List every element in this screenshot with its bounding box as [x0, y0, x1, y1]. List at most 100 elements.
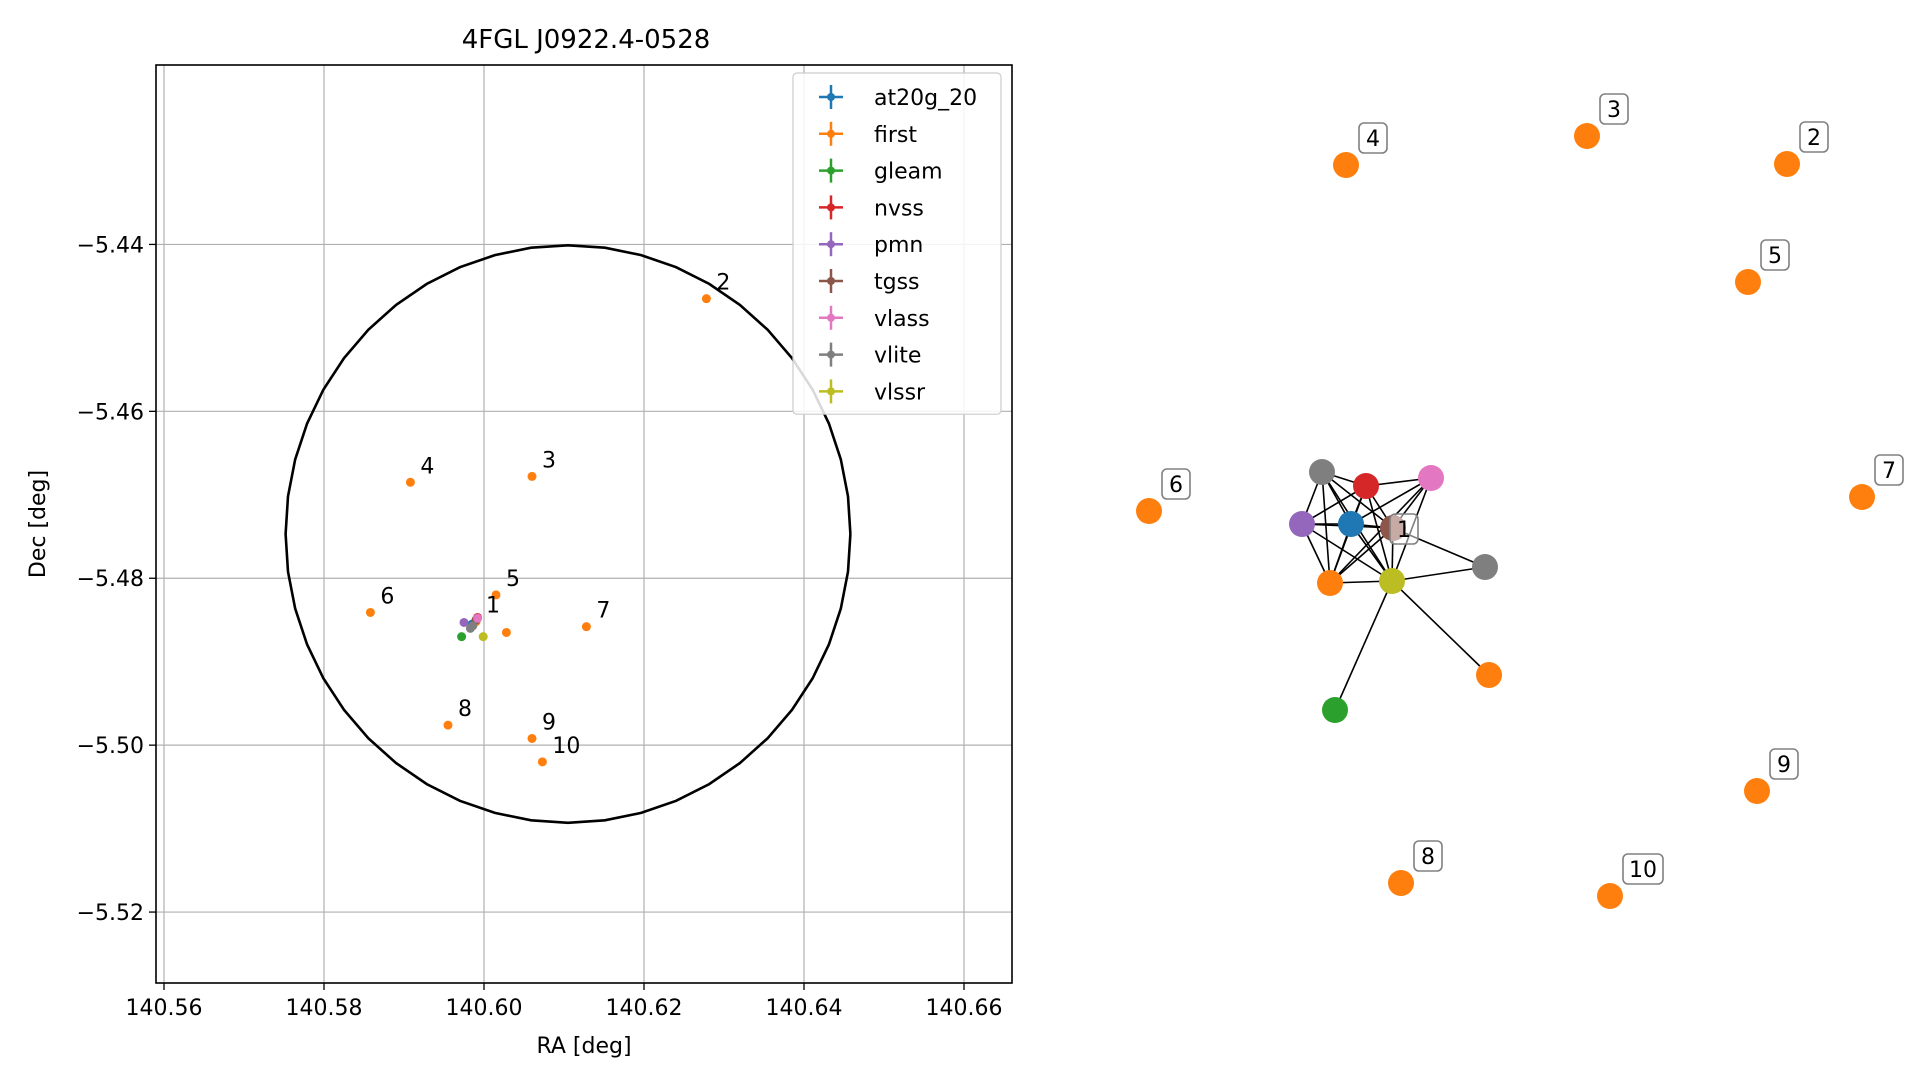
- point-annotation: 9: [542, 710, 556, 735]
- x-tick-label: 140.62: [606, 996, 683, 1021]
- network-node: [1744, 778, 1770, 804]
- network-edge: [1391, 566, 1486, 582]
- legend-box: [792, 72, 1002, 415]
- axes-frame: [155, 64, 1013, 984]
- network-panel: 2 3 4 5 6 7 8 9 10 1: [1136, 93, 1904, 909]
- point-gleam: [457, 632, 467, 642]
- point-first: [527, 471, 537, 481]
- legend-label-tgss: tgss: [874, 270, 920, 295]
- plot-area: 1 2 3 4 5 6 7 8 910: [284, 243, 852, 825]
- legend-marker-vlite: [827, 350, 835, 359]
- point-annotation: 10: [552, 734, 580, 759]
- network-node: [1418, 465, 1444, 491]
- point-annotation: 2: [716, 271, 730, 296]
- cluster-label: 1: [1397, 518, 1411, 543]
- y-tick-label: −5.48: [77, 567, 144, 592]
- point-annotation: 1: [486, 594, 500, 619]
- point-first: [501, 627, 511, 637]
- point-first: [537, 757, 547, 767]
- node-label-box: [1358, 122, 1388, 154]
- network-edge: [1334, 580, 1393, 711]
- point-first: [701, 294, 711, 304]
- network-node: [1338, 511, 1364, 537]
- x-tick-label: 140.56: [126, 996, 203, 1021]
- network-node: [1353, 473, 1379, 499]
- legend-label-vlssr: vlssr: [874, 380, 926, 405]
- x-tick-label: 140.58: [286, 996, 363, 1021]
- point-first: [491, 590, 501, 600]
- legend-label-vlite: vlite: [874, 344, 921, 369]
- node-label-box: [1874, 454, 1904, 486]
- point-annotation: 6: [380, 584, 394, 609]
- network-edge: [1350, 477, 1432, 525]
- network-edge: [1321, 471, 1394, 529]
- network-node: [1317, 570, 1343, 596]
- node-label: 3: [1607, 98, 1621, 123]
- localization-ellipse: [284, 243, 852, 825]
- node-label: 2: [1807, 126, 1821, 151]
- network-edge: [1391, 580, 1490, 676]
- network-node: [1333, 152, 1359, 178]
- network-node: [1379, 568, 1405, 594]
- node-label-box: [1622, 853, 1664, 885]
- y-axis-label: Dec [deg]: [26, 470, 51, 578]
- network-node: [1388, 870, 1414, 896]
- legend-label-gleam: gleam: [874, 160, 943, 185]
- network-node: [1597, 883, 1623, 909]
- node-label: 7: [1882, 459, 1896, 484]
- node-label: 9: [1777, 753, 1791, 778]
- point-pmn: [459, 617, 469, 627]
- network-node: [1476, 662, 1502, 688]
- node-label-box: [1599, 93, 1629, 125]
- legend-marker-at20g_20: [827, 93, 835, 101]
- node-label: 5: [1768, 244, 1782, 269]
- network-node: [1735, 269, 1761, 295]
- point-vlite: [468, 621, 478, 631]
- node-label-box: [1760, 239, 1790, 271]
- node-label-box: [1769, 748, 1799, 780]
- network-nodes: 2 3 4 5 6 7 8 9 10 1: [1136, 93, 1904, 909]
- point-vlass: [473, 613, 483, 623]
- network-node: [1774, 151, 1800, 177]
- network-edge: [1321, 471, 1331, 584]
- network-node: [1574, 123, 1600, 149]
- point-first: [443, 720, 453, 730]
- network-edge: [1301, 523, 1393, 582]
- point-annotation: 4: [420, 454, 434, 479]
- node-label: 6: [1169, 473, 1183, 498]
- node-label: 4: [1366, 127, 1380, 152]
- point-first: [527, 733, 537, 743]
- point-vlssr: [478, 632, 488, 642]
- x-tick-label: 140.60: [446, 996, 523, 1021]
- network-edge: [1329, 527, 1394, 584]
- y-tick-label: −5.50: [77, 734, 144, 759]
- legend-label-pmn: pmn: [874, 233, 923, 258]
- point-annotation: 3: [542, 448, 556, 473]
- node-label-box: [1413, 840, 1443, 872]
- point-annotation: 7: [596, 599, 610, 624]
- legend-label-first: first: [874, 123, 917, 148]
- network-node: [1472, 554, 1498, 580]
- y-tick-label: −5.44: [77, 233, 144, 258]
- y-tick-label: −5.46: [77, 400, 144, 425]
- point-first: [581, 622, 591, 632]
- legend-marker-nvss: [827, 203, 835, 212]
- point-first: [405, 477, 415, 487]
- network-node: [1309, 459, 1335, 485]
- legend-marker-tgss: [827, 277, 835, 285]
- point-annotation: 5: [506, 567, 520, 592]
- node-label-box: [1799, 121, 1829, 153]
- network-edge: [1365, 485, 1393, 582]
- legend-label-nvss: nvss: [874, 196, 924, 221]
- point-annotation: 8: [458, 697, 472, 722]
- axis-ticks: 140.56 140.58 140.60 140.62 140.64 140.66 −5.4…: [77, 233, 1003, 1021]
- legend-label-vlass: vlass: [874, 307, 930, 332]
- node-label: 10: [1629, 858, 1657, 883]
- network-node: [1322, 697, 1348, 723]
- x-tick-label: 140.66: [926, 996, 1003, 1021]
- legend-marker-vlssr: [827, 387, 835, 396]
- legend-marker-first: [827, 129, 835, 138]
- chart-title: 4FGL J0922.4-0528: [462, 25, 711, 55]
